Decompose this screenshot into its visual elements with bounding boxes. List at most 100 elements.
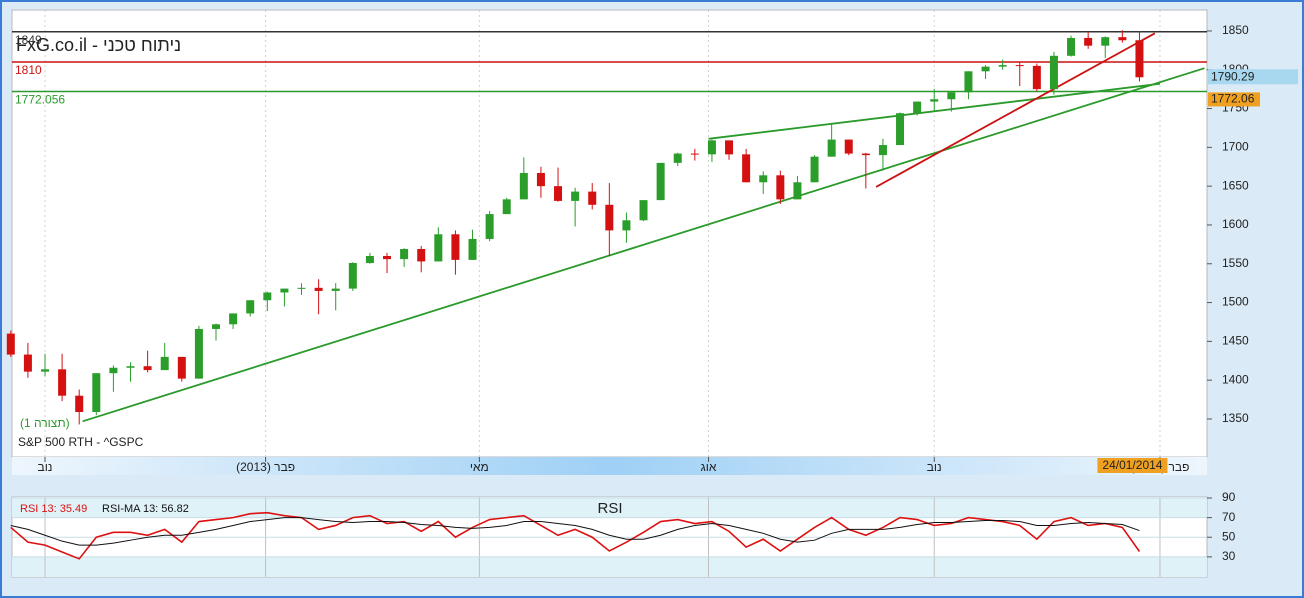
- candle-body: [725, 140, 734, 155]
- candle-body: [981, 66, 990, 72]
- x-axis-band: [12, 457, 1207, 475]
- candle-body: [913, 101, 922, 114]
- candle-body: [1049, 55, 1058, 90]
- candle-body: [964, 71, 973, 93]
- watermark: FxG.co.il - ניתוח טכני: [16, 35, 181, 55]
- candle-body: [1015, 65, 1024, 67]
- price-tag-label: 1772.06: [1211, 92, 1255, 106]
- candle-body: [793, 182, 802, 200]
- candle-body: [502, 199, 511, 215]
- x-tick-label: נוב: [38, 460, 53, 474]
- candle-body: [1118, 37, 1127, 41]
- y-tick-label: 30: [1222, 549, 1236, 563]
- y-tick-label: 1550: [1222, 256, 1249, 270]
- candle-body: [229, 313, 238, 325]
- candle-body: [126, 366, 135, 368]
- legend-entry: RSI-MA 13: 56.82: [102, 503, 189, 515]
- candle-body: [536, 172, 545, 187]
- level-label: 1810: [15, 63, 42, 77]
- candle-body: [1084, 37, 1093, 46]
- candle-body: [177, 356, 186, 379]
- y-tick-label: 1350: [1222, 411, 1249, 425]
- candle-body: [1135, 40, 1144, 78]
- level-label: 1772.056: [15, 93, 65, 107]
- candle-body: [58, 369, 67, 396]
- price-tag-label: 1790.29: [1211, 69, 1255, 83]
- y-tick-label: 1650: [1222, 178, 1249, 192]
- candle-body: [92, 373, 101, 412]
- candle-body: [41, 369, 50, 372]
- candle-body: [844, 139, 853, 154]
- y-tick-label: 1450: [1222, 334, 1249, 348]
- candle-body: [263, 292, 272, 301]
- candle-body: [827, 139, 836, 157]
- candle-body: [930, 99, 939, 102]
- candle-body: [451, 234, 460, 260]
- rsi-zone: [12, 497, 1207, 518]
- candle-body: [571, 191, 580, 201]
- annotation: (תצורה 1): [20, 416, 70, 430]
- candle-body: [314, 287, 323, 291]
- candle-body: [331, 288, 340, 291]
- rsi-zone: [12, 556, 1207, 577]
- candle-body: [434, 234, 443, 262]
- level-label: 1849: [15, 33, 42, 47]
- legend-entry: RSI 13: 35.49: [20, 503, 87, 515]
- candle-body: [554, 186, 563, 201]
- candle-body: [639, 200, 648, 221]
- x-tick-label: פבר (2013): [236, 460, 295, 474]
- candle-body: [212, 324, 221, 329]
- candle-body: [417, 249, 426, 262]
- candle-body: [947, 92, 956, 100]
- candle-body: [160, 356, 169, 371]
- y-tick-label: 70: [1222, 510, 1236, 524]
- candle-body: [75, 395, 84, 412]
- candle-body: [1101, 37, 1110, 46]
- candle-body: [673, 153, 682, 163]
- candle-body: [776, 175, 785, 200]
- candle-body: [742, 154, 751, 183]
- candle-body: [246, 300, 255, 314]
- candle-body: [759, 175, 768, 183]
- candle-body: [1032, 65, 1041, 90]
- rsi-line: [10, 511, 1141, 560]
- candle-body: [297, 287, 306, 289]
- price-tag: [1208, 69, 1298, 85]
- candle-body: [707, 140, 716, 155]
- y-tick-label: 90: [1222, 490, 1236, 504]
- candle-body: [468, 238, 477, 260]
- candle-body: [861, 153, 870, 156]
- candle-body: [365, 256, 374, 263]
- candle-body: [896, 113, 905, 146]
- candle-body: [280, 288, 289, 293]
- y-tick-label: 1500: [1222, 295, 1249, 309]
- candle-body: [6, 333, 15, 355]
- rsi-title: RSI: [597, 500, 622, 517]
- y-tick-label: 50: [1222, 529, 1236, 543]
- trend-line: [875, 32, 1156, 188]
- candle-body: [383, 256, 392, 260]
- candle-body: [622, 220, 631, 231]
- x-tick-label: נוב: [927, 460, 942, 474]
- candle-body: [348, 262, 357, 289]
- x-tick-label: אוג: [701, 460, 717, 474]
- candle-body: [998, 65, 1007, 67]
- candle-body: [143, 366, 152, 371]
- candle-body: [400, 249, 409, 260]
- candle-body: [690, 153, 699, 155]
- candle-body: [109, 367, 118, 374]
- y-tick-label: 1400: [1222, 372, 1249, 386]
- y-tick-label: 1700: [1222, 140, 1249, 154]
- candle-body: [588, 191, 597, 205]
- chart-title: S&P 500 RTH - ^GSPC: [18, 435, 144, 449]
- trend-line: [82, 67, 1205, 423]
- candle-body: [1067, 37, 1076, 56]
- rsi-line: [10, 517, 1140, 546]
- y-tick-label: 1850: [1222, 23, 1249, 37]
- candle-body: [519, 172, 528, 200]
- candle-body: [194, 328, 203, 379]
- candle-body: [810, 156, 819, 183]
- candle-body: [656, 162, 665, 201]
